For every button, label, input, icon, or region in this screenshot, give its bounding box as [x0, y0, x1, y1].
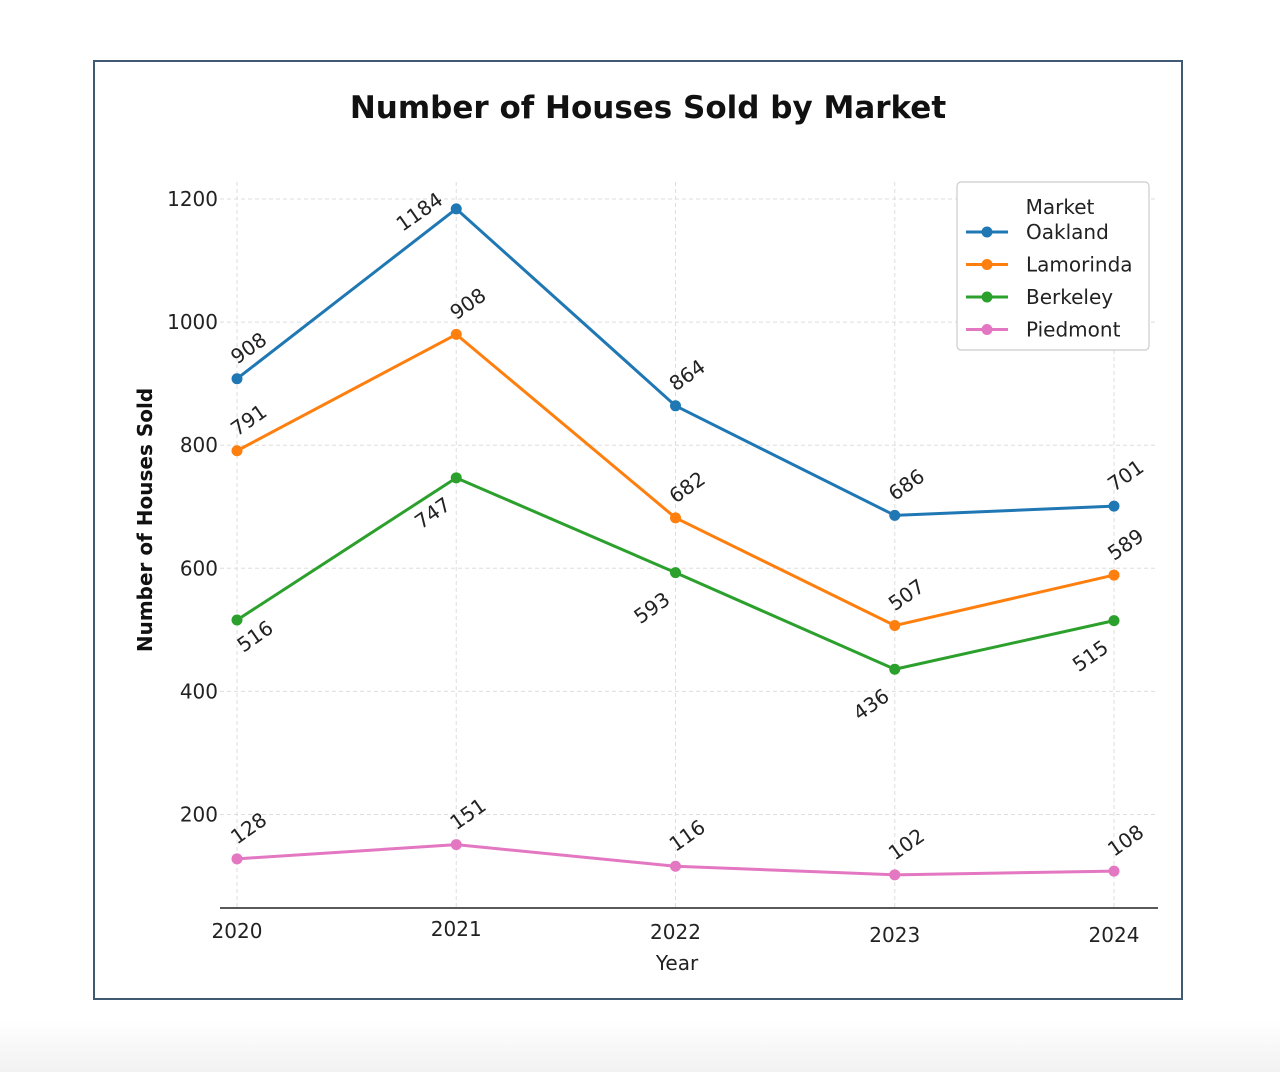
legend-label-piedmont: Piedmont	[1026, 318, 1121, 342]
data-label-oakland: 701	[1103, 455, 1148, 497]
data-label-lamorinda: 908	[445, 283, 490, 325]
data-label-lamorinda: 507	[884, 574, 929, 616]
y-tick-label: 200	[180, 803, 218, 827]
legend-marker-berkeley	[981, 291, 993, 303]
data-point-berkeley	[670, 567, 681, 579]
legend-label-berkeley: Berkeley	[1026, 285, 1113, 309]
y-tick-label: 1200	[167, 187, 218, 211]
x-tick-label: 2020	[212, 919, 263, 943]
data-label-oakland: 908	[226, 327, 271, 369]
data-label-piedmont: 128	[226, 807, 271, 849]
data-point-lamorinda	[889, 620, 901, 632]
data-point-lamorinda	[231, 445, 243, 457]
data-point-berkeley	[450, 472, 462, 484]
y-tick-label: 800	[180, 433, 218, 457]
legend-label-oakland: Oakland	[1026, 220, 1109, 244]
data-point-piedmont	[1108, 865, 1120, 877]
y-tick-label: 600	[180, 556, 218, 580]
x-tick-label: 2021	[431, 917, 482, 941]
bottom-band	[0, 1020, 1280, 1072]
data-point-piedmont	[889, 869, 901, 881]
x-tick-label: 2023	[869, 923, 920, 947]
chart-title: Number of Houses Sold by Market	[350, 90, 947, 126]
legend-label-lamorinda: Lamorinda	[1026, 253, 1133, 277]
x-axis-label: Year	[655, 951, 699, 975]
data-point-oakland	[231, 373, 243, 385]
legend: Market Oakland Lamorinda Berkeley Piedmont	[956, 181, 1150, 351]
data-point-oakland	[670, 400, 681, 412]
y-axis-label: Number of Houses Sold	[133, 388, 157, 652]
data-point-berkeley	[1108, 615, 1120, 627]
legend-marker-piedmont	[981, 324, 993, 335]
data-label-lamorinda: 682	[665, 466, 710, 508]
data-label-piedmont: 108	[1103, 820, 1148, 862]
data-label-piedmont: 151	[445, 793, 490, 835]
x-tick-label: 2024	[1089, 923, 1140, 947]
data-point-piedmont	[670, 860, 681, 872]
data-label-oakland: 864	[665, 354, 710, 396]
data-label-oakland: 686	[884, 464, 929, 506]
data-point-berkeley	[231, 614, 243, 626]
data-point-lamorinda	[670, 512, 681, 524]
y-tick-label: 400	[180, 679, 218, 703]
data-label-berkeley: 747	[410, 492, 455, 534]
data-label-piedmont: 116	[665, 815, 710, 857]
data-point-lamorinda	[1108, 569, 1120, 581]
grid	[220, 182, 1158, 908]
y-tick-label: 1000	[167, 310, 218, 334]
legend-marker-oakland	[981, 226, 993, 238]
data-label-berkeley: 593	[629, 587, 674, 629]
data-point-piedmont	[450, 839, 462, 851]
data-label-piedmont: 102	[884, 823, 929, 865]
series-group	[231, 203, 1120, 881]
legend-title: Market	[1026, 195, 1095, 219]
data-point-oakland	[889, 509, 901, 521]
data-label-berkeley: 436	[849, 684, 894, 726]
x-tick-label: 2022	[650, 920, 701, 944]
data-point-lamorinda	[450, 328, 462, 340]
data-point-piedmont	[231, 853, 243, 865]
data-label-berkeley: 515	[1068, 635, 1113, 677]
data-point-berkeley	[889, 663, 901, 675]
data-point-oakland	[1108, 500, 1120, 512]
data-label-oakland: 1184	[392, 187, 447, 236]
legend-box	[956, 181, 1150, 351]
axes: 2020 2021 2022 2023 2024 200 400 600 800 1000 1200	[167, 187, 1158, 947]
data-label-lamorinda: 589	[1103, 524, 1148, 566]
data-point-oakland	[450, 203, 462, 215]
legend-marker-lamorinda	[981, 259, 993, 270]
